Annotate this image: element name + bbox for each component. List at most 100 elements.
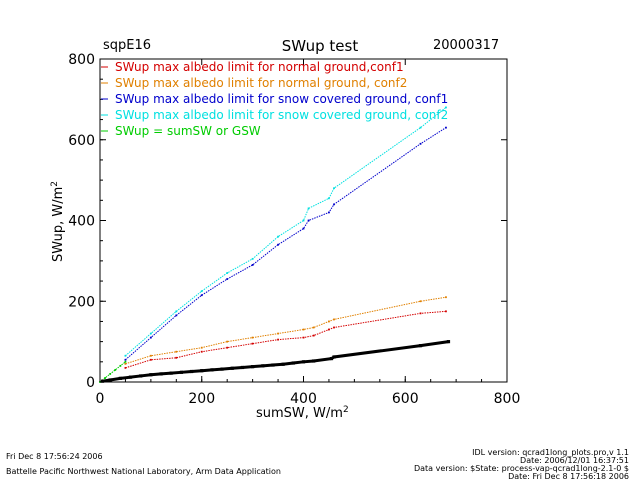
data-point [128, 375, 133, 379]
data-point [124, 360, 127, 363]
data-point [277, 235, 279, 238]
series-line [102, 340, 449, 383]
data-point [333, 187, 335, 190]
series-line [125, 310, 446, 369]
x-axis-label-superscript: 2 [343, 405, 349, 415]
y-axis-label-superscript: 2 [50, 181, 60, 187]
data-point [312, 334, 315, 337]
series-line [125, 127, 447, 361]
data-point [328, 197, 330, 200]
data-point [251, 257, 254, 260]
data-point [169, 371, 173, 375]
data-point [149, 358, 152, 361]
data-point [302, 328, 305, 331]
y-tick-label: 800 [68, 52, 95, 68]
data-point [200, 346, 203, 349]
data-point [329, 356, 334, 361]
x-axis-label: sumSW, W/m2 [256, 405, 349, 421]
footer-timestamp: Fri Dec 8 17:56:24 2006 [6, 452, 103, 461]
site-label: sqpE16 [103, 38, 152, 53]
data-point [445, 296, 447, 299]
data-point [445, 126, 447, 129]
data-point [302, 227, 305, 230]
data-point [118, 376, 122, 380]
series-1 [124, 296, 447, 365]
data-point [149, 332, 152, 335]
data-point [200, 369, 204, 373]
data-point [419, 312, 422, 315]
footer-data-date: Date: Fri Dec 8 17:56:18 2006 [508, 472, 629, 481]
data-point [419, 126, 422, 129]
data-point [139, 374, 143, 378]
data-point [328, 328, 330, 331]
chart-title: SWup test [281, 37, 359, 55]
data-point [159, 372, 163, 376]
data-point [307, 207, 310, 210]
series-5 [100, 340, 451, 383]
data-point [251, 342, 254, 345]
data-point [419, 142, 422, 145]
data-point [277, 243, 279, 246]
data-point [333, 326, 335, 329]
data-point [114, 368, 117, 371]
data-point [230, 366, 234, 370]
footer-idl-date: Date: 2006/12/01 16:37:51 [520, 456, 629, 465]
data-point [302, 219, 305, 222]
data-point [226, 278, 229, 280]
data-point [301, 360, 306, 364]
data-point [419, 300, 422, 303]
data-point [124, 366, 127, 369]
x-tick-label: 600 [392, 391, 419, 407]
data-point [281, 362, 285, 366]
data-point [291, 361, 295, 365]
data-point [149, 336, 152, 339]
data-point [277, 332, 279, 335]
y-tick-label: 200 [68, 294, 95, 310]
data-point [175, 310, 178, 313]
data-point [109, 373, 112, 375]
data-point [271, 363, 275, 367]
series-layer [99, 106, 451, 383]
data-point [226, 346, 229, 349]
data-point [149, 354, 152, 357]
y-tick-label: 600 [68, 133, 95, 149]
data-point [277, 338, 279, 341]
y-tick-label: 400 [68, 214, 95, 230]
data-point [312, 326, 315, 329]
y-axis-label-text: SWup, W/m [51, 187, 66, 262]
axis-layer: 0 200 400 600 800 0 200 400 600 800 [68, 52, 520, 407]
data-point [175, 356, 178, 359]
data-point [312, 359, 316, 363]
data-point [418, 344, 423, 348]
series-2 [124, 126, 447, 361]
data-point [251, 264, 254, 266]
data-point [251, 365, 255, 369]
series-line [125, 107, 447, 357]
series-0 [124, 310, 447, 369]
x-tick-label: 200 [188, 391, 215, 407]
y-axis-label: SWup, W/m2 [50, 181, 66, 262]
data-point [328, 211, 330, 214]
data-point [124, 362, 127, 365]
data-point [333, 203, 335, 206]
data-point [220, 367, 224, 371]
footer-credit: Battelle Pacific Northwest National Labo… [6, 467, 281, 476]
data-point [302, 336, 305, 339]
data-point [446, 340, 451, 344]
data-point [307, 219, 310, 222]
legend-entry: SWup max albedo limit for normal ground,… [115, 60, 404, 74]
data-point [100, 379, 105, 383]
data-point [119, 364, 122, 367]
data-point [226, 272, 229, 274]
x-tick-label: 800 [494, 391, 521, 407]
series-line [125, 296, 447, 365]
data-point [445, 106, 447, 109]
data-point [328, 320, 330, 323]
data-point [200, 294, 203, 297]
legend: SWup max albedo limit for normal ground,… [101, 60, 448, 138]
data-point [240, 365, 245, 370]
data-point [251, 336, 254, 339]
legend-entry: SWup = sumSW or GSW [115, 124, 261, 138]
y-tick-label: 0 [86, 375, 95, 391]
